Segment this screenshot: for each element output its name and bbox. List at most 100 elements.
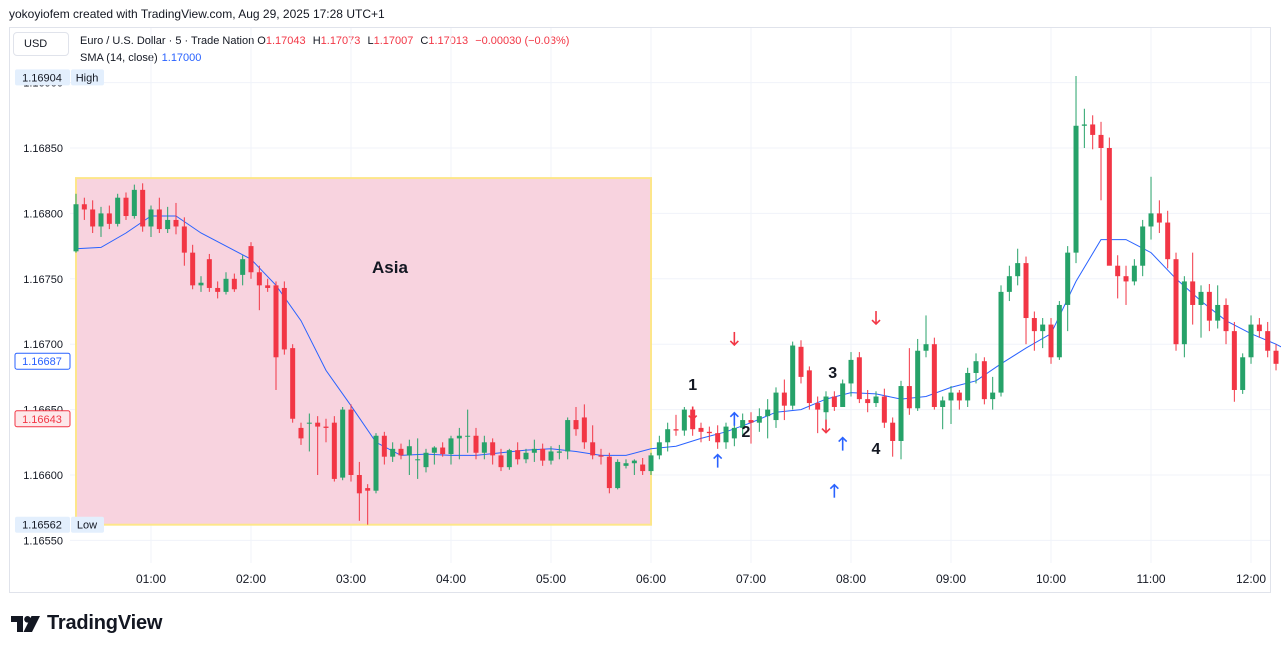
open-key: O xyxy=(257,35,266,47)
candle xyxy=(81,197,87,220)
candle xyxy=(298,422,304,445)
candle xyxy=(440,442,446,457)
candle-body xyxy=(698,427,704,432)
time-tick-label: 12:00 xyxy=(1236,572,1266,586)
candle-body xyxy=(915,350,921,409)
candle xyxy=(173,202,179,235)
candle-body xyxy=(1206,291,1212,321)
symbol-title[interactable]: Euro / U.S. Dollar · 5 · Trade Nation xyxy=(80,35,255,47)
indicator-legend: SMA (14, close) 1.17000 xyxy=(80,52,201,64)
candle-body xyxy=(606,456,612,489)
candle xyxy=(740,413,746,436)
candle-body xyxy=(556,451,562,453)
candle-body xyxy=(1223,304,1229,332)
candle xyxy=(823,391,829,423)
candle-body xyxy=(1240,357,1246,390)
candle xyxy=(981,357,987,405)
candle-body xyxy=(648,455,654,472)
candle-body xyxy=(181,226,187,253)
candle-body xyxy=(940,400,946,407)
candle-body xyxy=(973,361,979,373)
candle-body xyxy=(806,370,812,404)
arrow-up-icon xyxy=(838,436,848,451)
candle xyxy=(1090,115,1096,150)
candle xyxy=(231,273,237,292)
price-badge-box xyxy=(15,516,70,533)
candle-body xyxy=(831,396,837,407)
candle-body xyxy=(73,204,79,252)
candle xyxy=(490,438,496,465)
arrow-up-icon xyxy=(829,483,839,498)
candle xyxy=(756,408,762,432)
price-badge-label: 1.16562 xyxy=(22,520,62,532)
candle-body xyxy=(331,422,337,479)
candle-body xyxy=(898,386,904,441)
price-badge-high: 1.16904 High xyxy=(15,69,104,86)
candle xyxy=(215,281,221,299)
candle-body xyxy=(315,422,321,427)
candle-body xyxy=(140,189,146,227)
candle xyxy=(548,446,554,465)
annotation-number: 4 xyxy=(872,441,881,458)
time-tick-label: 08:00 xyxy=(836,572,866,586)
candle-body xyxy=(765,409,771,417)
candle-body xyxy=(348,409,354,475)
candle xyxy=(181,217,187,266)
candle xyxy=(856,352,862,404)
candle-body xyxy=(1015,263,1021,277)
price-badge-label: 1.16904 xyxy=(22,72,62,84)
candle xyxy=(648,452,654,475)
candle xyxy=(956,389,962,410)
candle-body xyxy=(548,451,554,461)
price-tick-label: 1.16700 xyxy=(23,339,63,351)
candle-body xyxy=(415,459,421,461)
currency-selector[interactable]: USD xyxy=(13,32,69,56)
candle-body xyxy=(106,213,112,224)
candle-body xyxy=(1156,213,1162,223)
candle-body xyxy=(1165,222,1171,260)
candle xyxy=(123,192,129,220)
candle xyxy=(1140,219,1146,277)
candle xyxy=(506,448,512,470)
candle-body xyxy=(598,455,604,457)
candle-body xyxy=(815,403,821,410)
candle-body xyxy=(781,392,787,406)
change-value: −0.00030 (−0.03%) xyxy=(475,35,570,47)
candle xyxy=(90,200,96,234)
candle-body xyxy=(623,463,629,466)
price-tick-label: 1.16850 xyxy=(23,143,63,155)
price-axis[interactable]: 1.165501.166001.166501.167001.167501.168… xyxy=(14,69,104,547)
candle xyxy=(1198,285,1204,338)
candle-body xyxy=(123,197,129,217)
annotation-number: 1 xyxy=(688,377,697,394)
candle xyxy=(1098,121,1104,201)
candle-body xyxy=(281,287,287,350)
annotations: 1 2 3 4 xyxy=(688,311,881,498)
candle-body xyxy=(756,416,762,423)
high-value: 1.17073 xyxy=(320,35,361,47)
candle xyxy=(115,193,121,227)
chart-credit: yokoyiofem created with TradingView.com,… xyxy=(9,7,385,21)
tradingview-logo[interactable]: TradingView xyxy=(11,612,162,635)
arrow-down-icon xyxy=(688,406,698,421)
candle-body xyxy=(81,204,87,210)
candle-body xyxy=(681,409,687,431)
candle-body xyxy=(1248,324,1254,358)
price-badge-tag: Low xyxy=(77,520,97,532)
candle xyxy=(806,366,812,410)
candle xyxy=(265,278,271,292)
candle-body xyxy=(573,420,579,430)
candle-body xyxy=(256,272,262,286)
candle xyxy=(1040,318,1046,349)
candle xyxy=(731,422,737,447)
candle xyxy=(831,391,837,411)
price-badge-tag: High xyxy=(76,72,99,84)
indicator-title[interactable]: SMA (14, close) xyxy=(80,52,158,64)
time-axis[interactable]: 01:00 02:00 03:00 04:00 05:00 06:00 07:00 08:00… xyxy=(136,572,1266,586)
candle xyxy=(973,353,979,384)
candle xyxy=(148,205,154,237)
candle xyxy=(890,417,896,457)
tradingview-logo-icon xyxy=(11,615,40,632)
candle xyxy=(623,459,629,469)
